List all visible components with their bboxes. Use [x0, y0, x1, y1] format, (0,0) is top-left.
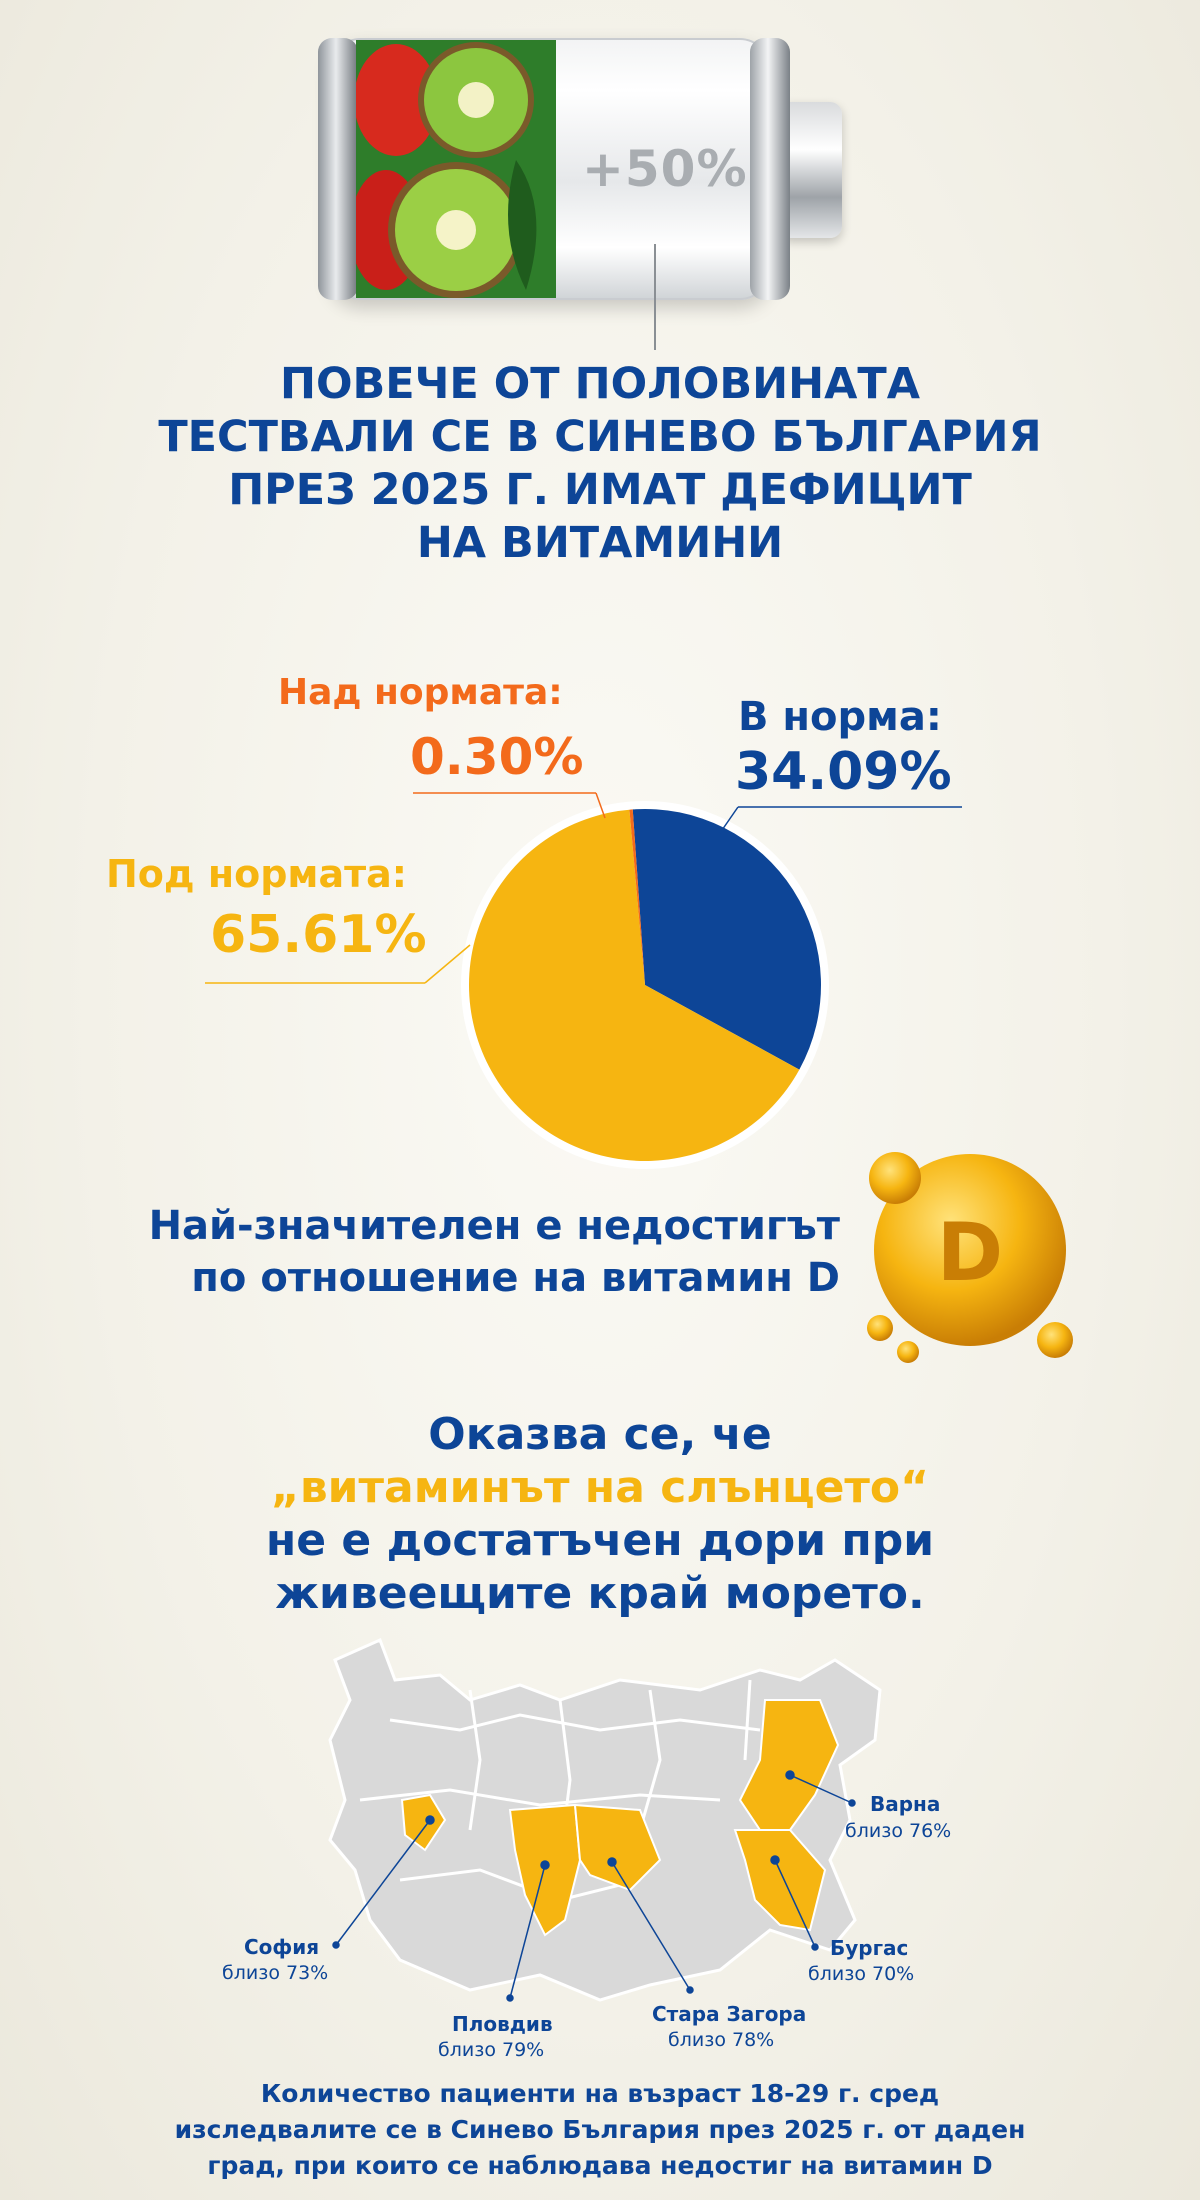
pie-slice-above-norm: [629, 809, 645, 985]
vitamin-d-line: Най-значителен е недостигът: [148, 1203, 840, 1249]
city-value-sofia: близо 73%: [222, 1962, 329, 1984]
bulgaria-map: [328, 1637, 882, 2002]
leader-line-below-norm-tail: [424, 944, 471, 984]
pie-slice-in-norm: [632, 808, 821, 1070]
leader-line-above-norm-tail: [595, 792, 606, 819]
region-burgas: [733, 1829, 827, 1932]
label-in-norm: В норма:: [738, 694, 942, 740]
battery-ring-left: [318, 38, 358, 300]
sun-line: Оказва се, че: [428, 1409, 772, 1460]
city-value-burgas: близо 70%: [808, 1963, 915, 1985]
battery-illustration: +50%: [310, 30, 870, 310]
leader-line-in-norm-tail: [719, 806, 739, 834]
headline: ПОВЕЧЕ ОТ ПОЛОВИНАТА ТЕСТВАЛИ СЕ В СИНЕВ…: [80, 358, 1120, 570]
battery-pointer-line: [654, 244, 656, 350]
sun-line-highlight: „витаминът на слънцето“: [270, 1462, 930, 1513]
vitamin-d-statement: Най-значителен е недостигът по отношение…: [60, 1200, 840, 1304]
headline-line: ТЕСТВАЛИ СЕ В СИНЕВО БЪЛГАРИЯ: [158, 412, 1042, 462]
sun-line: не е достатъчен дори при: [265, 1515, 935, 1566]
city-value-stara-zagora: близо 78%: [668, 2029, 775, 2051]
headline-line: ПРЕЗ 2025 Г. ИМАТ ДЕФИЦИТ: [228, 465, 972, 515]
city-value-plovdiv: близо 79%: [438, 2039, 545, 2061]
label-above-norm: Над нормата:: [278, 672, 563, 713]
city-value-varna: близо 76%: [845, 1820, 952, 1842]
headline-line: НА ВИТАМИНИ: [416, 518, 784, 568]
sun-line: живеещите край морето.: [275, 1568, 925, 1619]
footnote-line: град, при които се наблюдава недостиг на…: [207, 2151, 993, 2180]
footnote-line: Количество пациенти на възраст 18-29 г. …: [260, 2079, 940, 2108]
strawberry-icon: [356, 44, 438, 156]
sunshine-vitamin-statement: Оказва се, че „витаминът на слънцето“ не…: [100, 1408, 1100, 1620]
region-stara-zagora: [573, 1803, 662, 1892]
vitamin-d-letter: D: [937, 1206, 1003, 1299]
value-in-norm: 34.09%: [735, 742, 952, 802]
city-name-stara-zagora: Стара Загора: [652, 2002, 807, 2026]
battery-ring-right: [750, 38, 790, 300]
kiwi-icon: [418, 42, 534, 158]
value-above-norm: 0.30%: [410, 728, 584, 786]
spinach-leaf-icon: [508, 160, 537, 290]
value-below-norm: 65.61%: [210, 905, 427, 965]
city-name-varna: Варна: [870, 1792, 941, 1816]
vitamin-d-line: по отношение на витамин D: [191, 1255, 840, 1301]
battery-percent-label: +50%: [582, 140, 748, 198]
footnote-line: изследвалите се в Синево България през 2…: [174, 2115, 1026, 2144]
city-name-burgas: Бургас: [830, 1936, 909, 1960]
kiwi-icon: [388, 162, 524, 298]
city-name-plovdiv: Пловдив: [452, 2012, 553, 2036]
fruit-fill: [356, 40, 556, 298]
pie-chart: [205, 792, 962, 1162]
headline-line: ПОВЕЧЕ ОТ ПОЛОВИНАТА: [279, 359, 921, 409]
vitamin-d-capsule-icon: D: [867, 1152, 1073, 1363]
footnote: Количество пациенти на възраст 18-29 г. …: [60, 2076, 1140, 2184]
region-sofia: [400, 1793, 447, 1852]
pie-slice-below-norm: [468, 809, 800, 1162]
city-name-sofia: София: [244, 1935, 320, 1959]
label-below-norm: Под нормата:: [106, 852, 407, 896]
